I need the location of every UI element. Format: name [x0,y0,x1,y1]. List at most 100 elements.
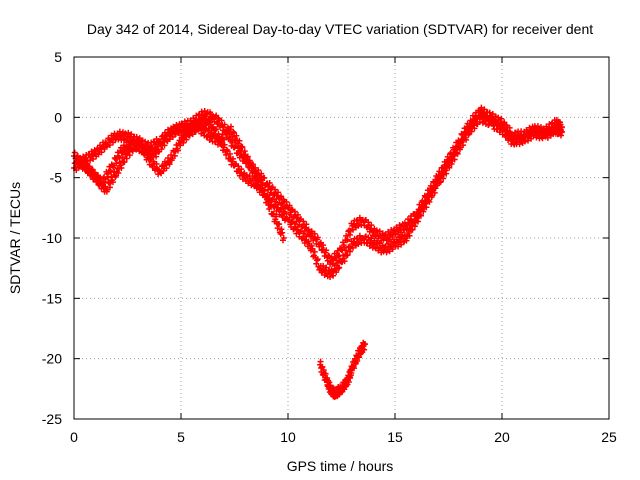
data-point-fill [192,128,199,135]
data-point-fill [214,135,221,142]
data-point-fill [320,262,327,269]
data-point-fill [126,152,133,159]
data-point-fill [327,274,334,281]
data-point-fill [275,201,282,208]
data-point-fill [361,346,368,353]
data-point-fill [347,375,354,382]
data-point-fill [442,167,449,174]
data-point-fill [179,124,186,131]
data-point-fill [257,187,264,193]
data-point-fill [286,214,293,221]
data-point-fill [163,165,170,172]
data-point-fill [90,156,97,163]
data-point-fill [343,232,350,239]
data-point-fill [278,193,285,200]
x-tick-label: 5 [177,429,185,445]
data-point-fill [115,170,122,176]
data-point-fill [130,144,137,151]
series-track-c [77,121,287,244]
data-point-fill [279,214,286,221]
data-point-fill [368,235,375,242]
x-tick-label: 20 [494,429,510,445]
data-point-fill [314,256,321,263]
data-point-fill [223,134,230,141]
data-point-fill [489,111,496,118]
data-point-fill [224,124,231,131]
data-point-fill [403,237,410,244]
data-point-fill [390,227,397,234]
data-point-fill [489,117,496,124]
data-point-fill [261,175,268,182]
data-point-fill [168,152,175,159]
data-point-fill [349,244,356,251]
y-tick-label: 5 [54,49,62,65]
x-tick-label: 25 [601,429,617,445]
data-point-fill [166,130,173,137]
data-point-fill [468,128,475,135]
data-point-fill [286,202,293,209]
data-point-fill [502,133,509,140]
data-point-fill [311,230,318,237]
data-point-fill [335,265,342,272]
data-point-fill [99,182,106,189]
y-tick-label: -10 [42,230,62,246]
data-point-fill [158,146,165,153]
data-point-fill [322,370,329,377]
data-point-fill [515,133,522,140]
data-point-fill [336,264,343,271]
data-point-fill [303,233,310,240]
data-point-fill [94,145,101,152]
data-point-fill [218,117,225,124]
data-point-fill [109,179,116,186]
data-point-fill [372,244,379,251]
data-point-fill [94,172,101,179]
data-point-fill [266,201,273,208]
data-point-fill [470,122,477,129]
data-point-fill [98,149,105,156]
data-point-fill [451,156,458,163]
data-point-fill [236,137,243,144]
data-point-fill [341,386,348,393]
data-point-fill [365,219,372,226]
data-point-fill [214,141,221,148]
data-point-fill [169,134,176,141]
data-point-fill [109,139,116,146]
data-point-fill [107,168,114,175]
data-point-fill [106,141,113,148]
data-point-fill [267,202,274,209]
data-point-fill [134,139,141,146]
data-point-fill [486,115,493,122]
data-point-fill [476,118,483,125]
data-point-fill [406,232,413,239]
data-point-fill [349,226,356,233]
data-point-fill [117,162,124,169]
data-point-fill [253,170,260,177]
data-point-fill [516,141,523,148]
data-point-fill [324,257,331,264]
data-point-fill [205,127,212,134]
data-point-fill [276,221,283,228]
y-tick-label: -15 [42,290,62,306]
data-point-fill [163,137,170,144]
data-point-fill [250,164,257,171]
x-tick-label: 10 [280,429,296,445]
data-point-fill [316,243,323,250]
data-point-fill [238,166,245,173]
data-point-fill [235,163,242,170]
data-point-fill [279,229,286,236]
data-point-fill [423,204,430,211]
data-point-fill [346,248,353,255]
data-point-fill [351,365,358,372]
data-point-fill [361,341,368,348]
data-point-fill [240,171,247,178]
data-point-fill [320,242,327,249]
data-point-fill [446,164,453,171]
data-point-fill [227,123,234,130]
data-point-fill [264,194,271,201]
data-point-fill [478,110,485,117]
data-point-fill [178,120,185,127]
data-point-fill [258,170,265,177]
data-point-fill [376,228,383,235]
data-point-fill [112,173,119,180]
data-point-fill [335,253,342,260]
